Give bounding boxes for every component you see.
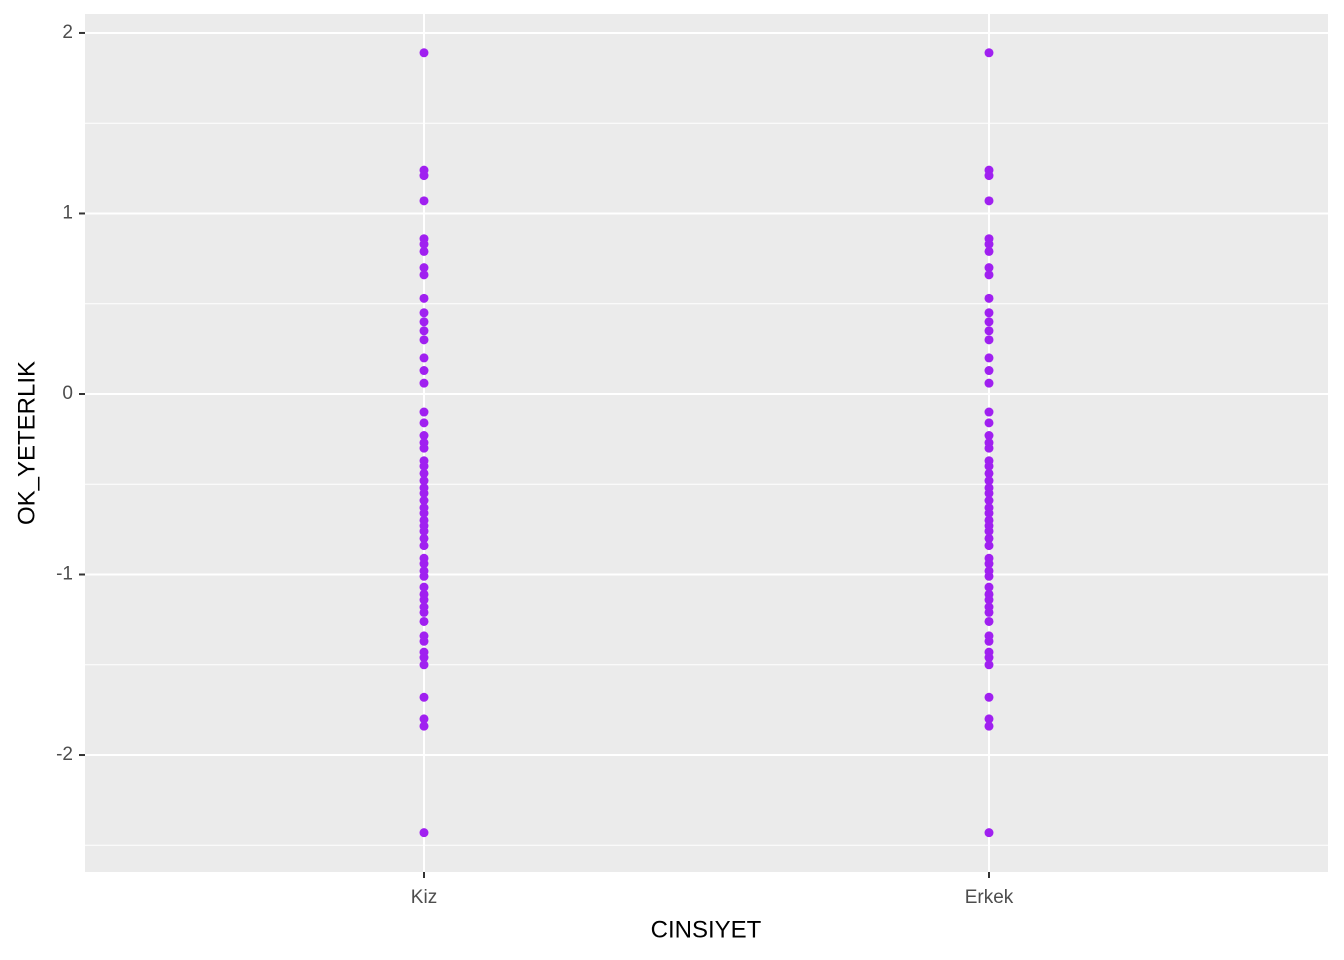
x-tick-label: Kiz	[411, 887, 437, 908]
point	[419, 828, 429, 838]
point	[984, 636, 994, 646]
y-axis-title: OK_YETERLIK	[13, 361, 40, 525]
point	[984, 653, 994, 663]
point	[984, 461, 994, 471]
point	[984, 508, 994, 518]
point	[419, 488, 429, 498]
point	[984, 171, 994, 181]
point	[984, 660, 994, 670]
y-tick-label: 0	[62, 383, 73, 404]
y-tick-label: 1	[62, 202, 73, 223]
point	[984, 326, 994, 336]
point	[419, 443, 429, 453]
point	[984, 616, 994, 626]
point	[419, 660, 429, 670]
point	[419, 616, 429, 626]
point	[984, 488, 994, 498]
point	[419, 714, 429, 724]
point	[984, 335, 994, 345]
point	[984, 692, 994, 702]
point	[419, 335, 429, 345]
point	[419, 353, 429, 363]
point	[419, 508, 429, 518]
point	[984, 418, 994, 428]
point	[419, 326, 429, 336]
point	[984, 595, 994, 605]
point	[984, 443, 994, 453]
point	[984, 48, 994, 58]
point	[984, 468, 994, 478]
point	[984, 495, 994, 505]
y-tick-label: -1	[56, 564, 73, 585]
point	[984, 196, 994, 206]
y-tick-label: -2	[56, 744, 73, 765]
point	[419, 582, 429, 592]
point	[419, 317, 429, 327]
point	[419, 526, 429, 536]
point	[984, 308, 994, 318]
point	[419, 461, 429, 471]
point	[984, 366, 994, 376]
point	[419, 636, 429, 646]
point	[984, 246, 994, 256]
point	[419, 431, 429, 441]
y-tick-label: 2	[62, 22, 73, 43]
point	[984, 407, 994, 417]
point	[984, 582, 994, 592]
point	[419, 692, 429, 702]
point	[984, 378, 994, 388]
point	[984, 607, 994, 617]
point	[984, 828, 994, 838]
point	[419, 721, 429, 731]
point	[419, 196, 429, 206]
point	[419, 607, 429, 617]
point	[419, 418, 429, 428]
point	[419, 571, 429, 581]
point	[419, 407, 429, 417]
point	[984, 714, 994, 724]
point	[984, 317, 994, 327]
point	[419, 246, 429, 256]
x-tick-label: Erkek	[965, 887, 1014, 908]
point	[419, 366, 429, 376]
point	[984, 571, 994, 581]
point	[419, 293, 429, 303]
point	[984, 270, 994, 280]
point	[419, 476, 429, 486]
point	[419, 495, 429, 505]
point	[984, 353, 994, 363]
point	[984, 559, 994, 569]
point	[419, 378, 429, 388]
point	[984, 721, 994, 731]
point	[419, 559, 429, 569]
x-axis-title: CINSIYET	[651, 916, 762, 943]
point	[984, 239, 994, 249]
point	[419, 270, 429, 280]
point	[984, 431, 994, 441]
point	[419, 468, 429, 478]
point	[419, 541, 429, 551]
panel	[85, 14, 1328, 872]
point	[419, 653, 429, 663]
point	[419, 533, 429, 543]
point	[419, 595, 429, 605]
point	[419, 308, 429, 318]
point	[419, 239, 429, 249]
point	[419, 171, 429, 181]
point	[984, 263, 994, 273]
point	[984, 541, 994, 551]
point	[984, 533, 994, 543]
point	[419, 48, 429, 58]
point	[984, 526, 994, 536]
point	[984, 476, 994, 486]
point	[419, 263, 429, 273]
point	[984, 293, 994, 303]
